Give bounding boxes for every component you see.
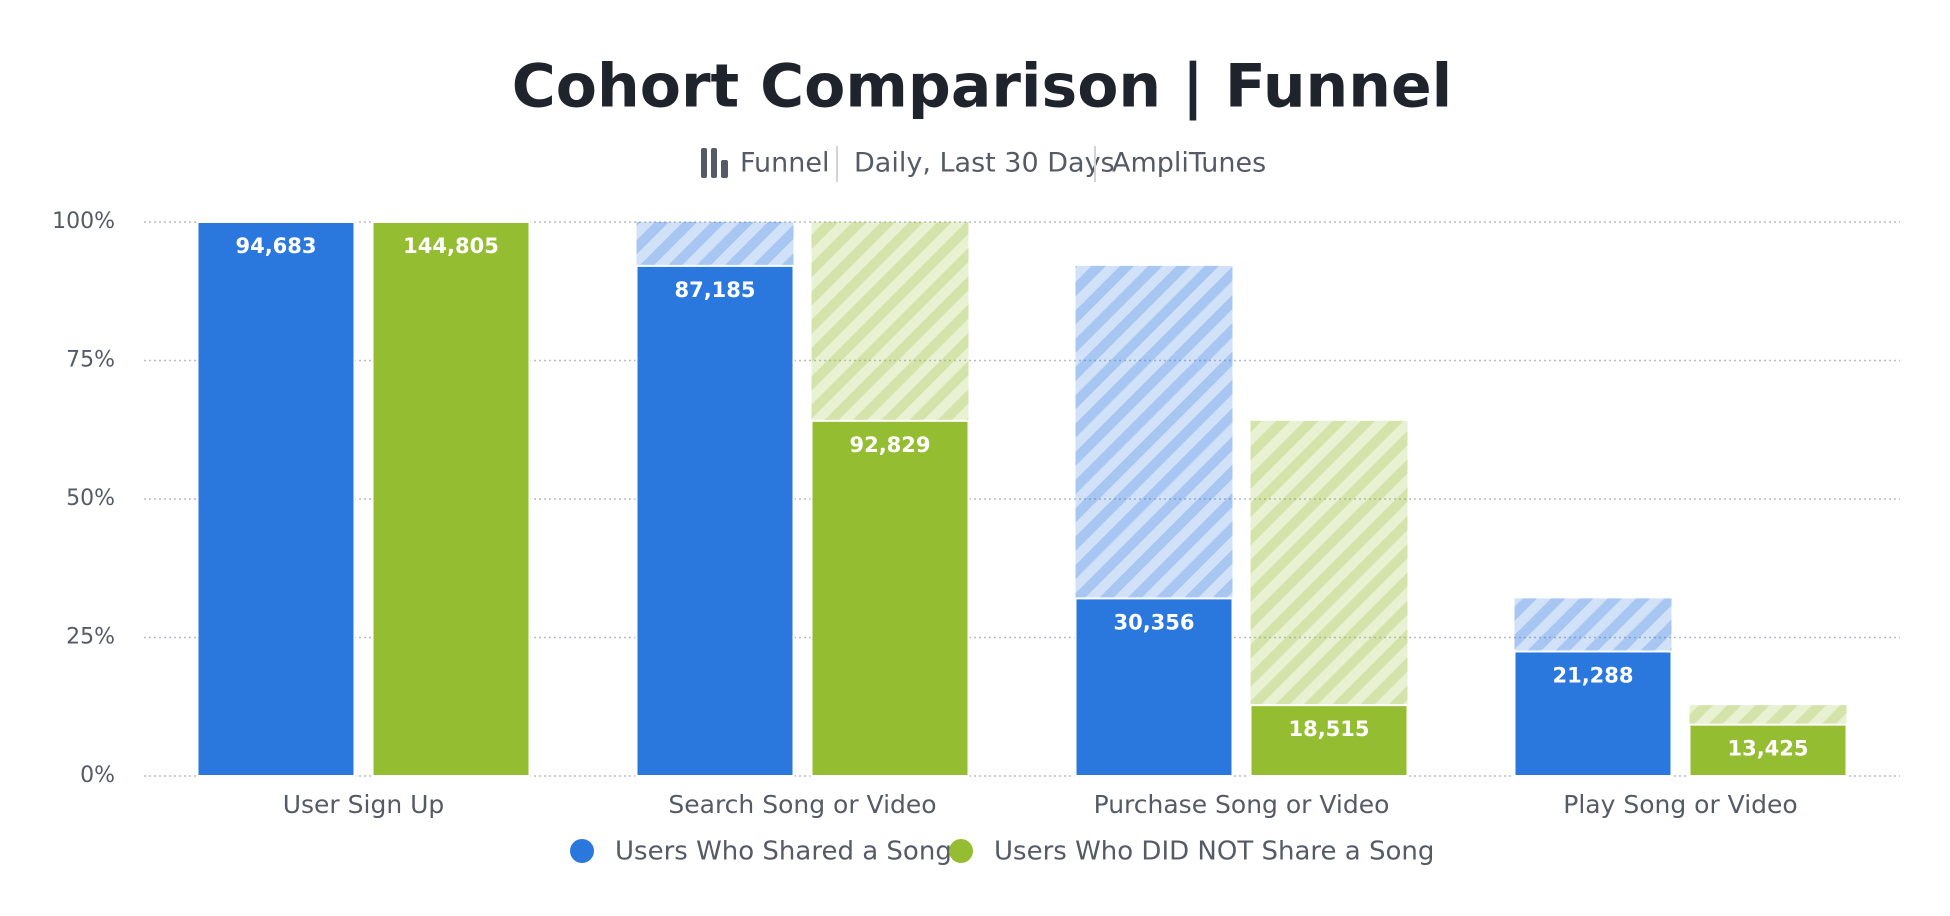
data-label: 18,515: [1288, 717, 1369, 741]
data-label: 87,185: [674, 278, 755, 302]
bar: [810, 419, 970, 777]
bar: [1513, 650, 1673, 778]
subtitle-project: AmpliTunes: [1112, 148, 1266, 179]
chart-title: Cohort Comparison | Funnel: [512, 52, 1452, 122]
subtitle-type: Funnel: [740, 148, 830, 179]
bar: [1688, 723, 1848, 778]
legend-label: Users Who Shared a Song: [615, 837, 952, 867]
data-label: 92,829: [849, 433, 930, 457]
legend-marker: [570, 839, 594, 863]
y-tick-label: 100%: [52, 209, 115, 234]
bar: [196, 221, 356, 777]
funnel-icon: [701, 148, 728, 178]
bar: [635, 264, 795, 777]
bar: [371, 221, 531, 777]
y-tick-label: 50%: [66, 486, 115, 511]
y-tick-label: 75%: [66, 348, 115, 373]
bar: [1249, 704, 1409, 777]
data-label: 21,288: [1552, 663, 1633, 687]
x-tick-label: Play Song or Video: [1563, 790, 1797, 819]
data-label: 30,356: [1113, 610, 1194, 634]
data-label: 144,805: [403, 234, 499, 258]
x-tick-label: Purchase Song or Video: [1094, 790, 1390, 819]
x-tick-label: User Sign Up: [283, 790, 445, 819]
data-label: 13,425: [1727, 737, 1808, 761]
subtitle-range: Daily, Last 30 Days: [854, 148, 1115, 179]
bar: [1074, 597, 1234, 777]
legend-label: Users Who DID NOT Share a Song: [994, 837, 1434, 867]
data-label: 94,683: [235, 234, 316, 258]
y-tick-label: 0%: [80, 763, 115, 788]
legend-marker: [949, 839, 973, 863]
x-tick-label: Search Song or Video: [668, 790, 936, 819]
y-tick-label: 25%: [66, 625, 115, 650]
